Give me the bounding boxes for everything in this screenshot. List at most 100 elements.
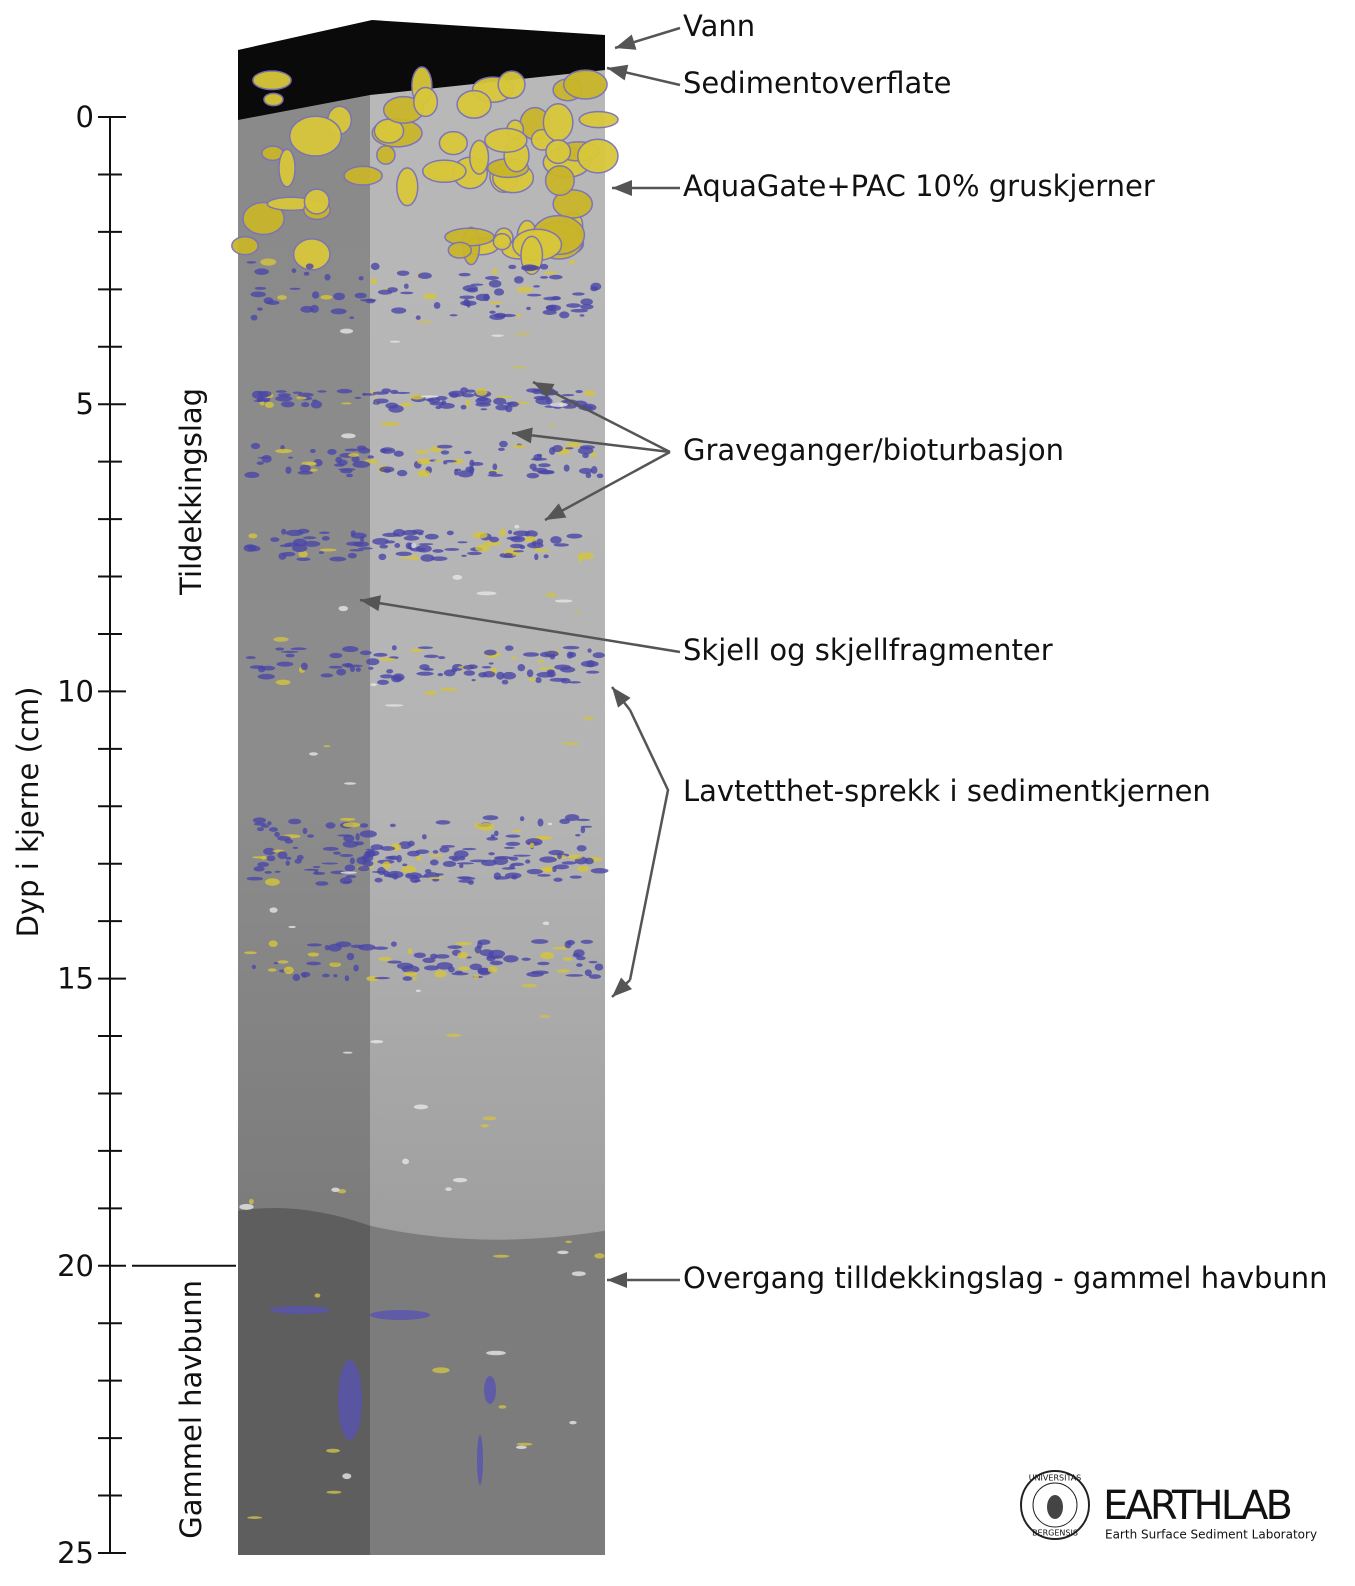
burrow-speck: [526, 306, 531, 311]
burrow-speck: [516, 286, 533, 293]
burrow-speck: [285, 860, 290, 866]
fragment: [549, 402, 568, 407]
fragment: [491, 334, 504, 337]
fragment: [545, 592, 557, 598]
fragment: [594, 1253, 605, 1259]
burrow-speck: [275, 679, 291, 686]
burrow-speck: [534, 553, 539, 561]
burrow-speck: [549, 304, 557, 311]
gravel: [492, 233, 512, 251]
burrow-speck: [457, 951, 469, 959]
burrow-speck: [261, 455, 272, 463]
burrow-speck: [537, 659, 545, 663]
burrow-speck: [416, 855, 422, 861]
annotation: Skjell og skjellfragmenter: [683, 633, 1053, 667]
burrow-speck: [472, 531, 488, 539]
burrow-speck: [561, 393, 575, 397]
burrow-speck: [344, 448, 359, 452]
burrow-speck: [467, 881, 474, 885]
burrow-speck: [344, 663, 353, 668]
burrow-speck: [303, 540, 321, 547]
burrow-speck: [435, 873, 444, 876]
burrow-speck: [361, 854, 374, 862]
burrow-speck: [493, 872, 502, 880]
fragment: [337, 1189, 347, 1194]
gravel: [303, 188, 330, 215]
burrow-speck: [367, 455, 374, 459]
burrow-speck: [596, 473, 604, 479]
burrow-speck: [457, 541, 468, 544]
burrow-speck: [486, 955, 504, 959]
burrow-speck: [587, 648, 592, 653]
burrow-speck: [377, 679, 389, 685]
burrow-speck: [339, 817, 356, 821]
burrow-speck: [569, 875, 582, 879]
burrow-speck: [474, 945, 482, 954]
burrow-speck: [545, 650, 559, 657]
fragment: [248, 1198, 254, 1205]
burrow-speck: [494, 830, 499, 837]
burrow: [370, 1310, 430, 1320]
burrow-speck: [298, 550, 308, 558]
fragment: [273, 637, 289, 642]
burrow-speck: [403, 535, 420, 541]
fragment: [569, 1420, 577, 1425]
burrow-speck: [352, 460, 371, 468]
burrow-speck: [451, 668, 458, 673]
burrow-speck: [281, 528, 287, 535]
burrow-speck: [434, 954, 450, 959]
burrow-speck: [403, 971, 418, 977]
gravel: [544, 165, 575, 197]
burrow-speck: [582, 453, 589, 459]
burrow-speck: [519, 816, 525, 822]
burrow-speck: [336, 388, 353, 394]
burrow-speck: [324, 273, 331, 281]
gravel: [376, 144, 396, 165]
burrow-speck: [297, 528, 310, 534]
burrow-speck: [423, 654, 439, 659]
seal-inner: [1032, 1482, 1078, 1528]
burrow-speck: [513, 550, 524, 553]
burrow-speck: [379, 674, 394, 679]
burrow-speck: [433, 302, 441, 309]
burrow-speck: [526, 669, 534, 678]
burrow-speck: [577, 865, 590, 872]
burrow-speck: [319, 548, 337, 552]
burrow-speck: [303, 868, 320, 871]
burrow-speck: [466, 287, 479, 293]
burrow-speck: [502, 671, 517, 680]
burrow-speck: [413, 952, 426, 959]
burrow-speck: [391, 645, 397, 651]
burrow-speck: [390, 941, 397, 947]
burrow-speck: [292, 544, 308, 553]
burrow-speck: [370, 262, 380, 271]
burrow-speck: [436, 444, 453, 449]
burrow-speck: [517, 664, 526, 672]
burrow-speck: [245, 656, 256, 660]
burrow-speck: [285, 856, 292, 860]
burrow-speck: [524, 536, 537, 542]
burrow-speck: [407, 850, 421, 857]
burrow-speck: [296, 557, 311, 562]
burrow-speck: [274, 870, 281, 873]
burrow-speck: [465, 389, 476, 393]
burrow-speck: [459, 876, 476, 881]
burrow-speck: [321, 862, 338, 865]
burrow-speck: [343, 834, 355, 842]
fragment: [269, 907, 278, 913]
burrow-speck: [439, 846, 450, 853]
burrow-speck: [336, 668, 347, 676]
burrow-speck: [328, 943, 342, 952]
fragment: [411, 542, 416, 549]
burrow-speck: [483, 293, 490, 302]
burrow-speck: [465, 399, 471, 407]
burrow-speck: [370, 278, 378, 285]
burrow-speck: [302, 827, 308, 835]
burrow-speck: [416, 671, 434, 676]
burrow-speck: [444, 547, 460, 551]
burrow-speck: [590, 868, 609, 874]
burrow-speck: [566, 533, 583, 539]
fragment: [445, 1187, 452, 1191]
arrow-head: [360, 595, 382, 612]
burrow-speck: [419, 664, 430, 671]
